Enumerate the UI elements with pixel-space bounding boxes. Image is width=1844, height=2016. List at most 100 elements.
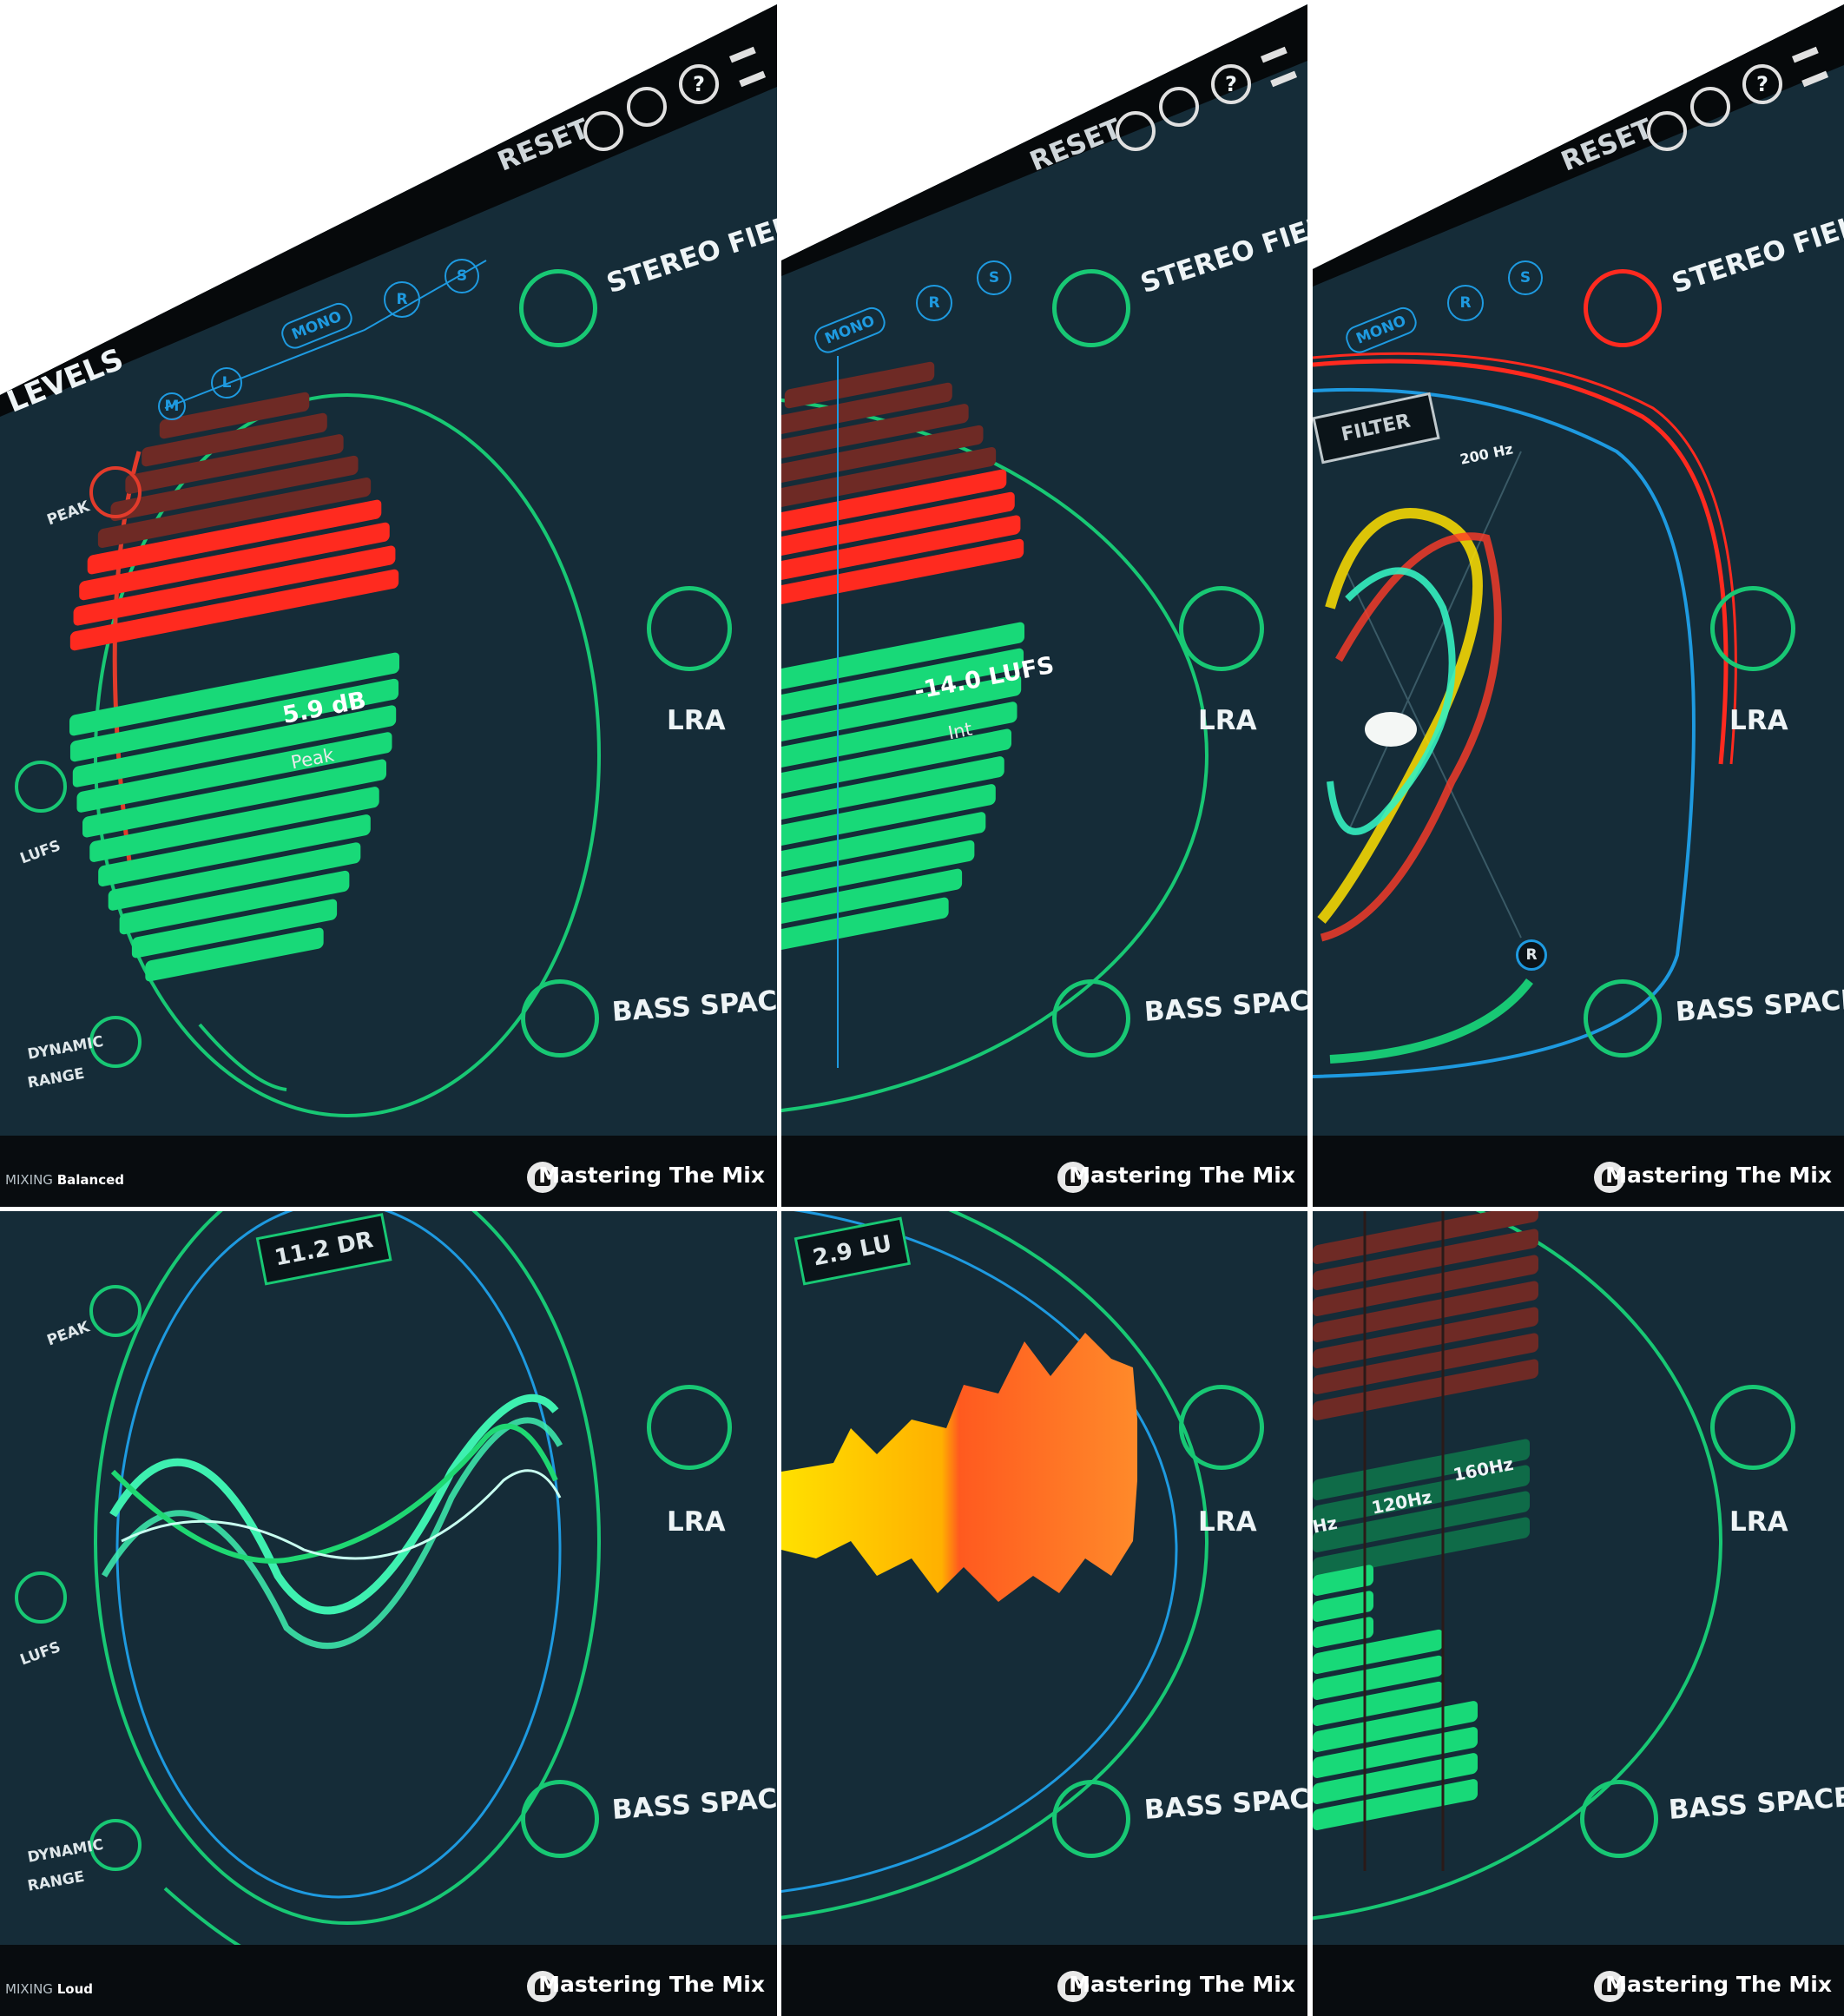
bass-space-icon[interactable] <box>521 1780 599 1858</box>
lra-label[interactable]: LRA <box>1198 705 1257 736</box>
lra-icon[interactable] <box>1179 1385 1264 1470</box>
lra-icon[interactable] <box>1179 586 1264 671</box>
lra-icon[interactable] <box>1710 586 1795 671</box>
mode-selector[interactable]: MIXING Balanced <box>5 1172 124 1188</box>
info-icon[interactable] <box>1690 87 1730 127</box>
channel-m-button[interactable]: M <box>158 392 186 420</box>
peak-icon[interactable] <box>89 466 142 518</box>
gear-icon[interactable] <box>583 111 623 151</box>
mode-selector[interactable]: MIXING Loud <box>5 1981 93 1997</box>
panel-peak: LEVELS RESET ? M L MONO R S PEAK LUFS DY… <box>0 0 777 1207</box>
bass-bar <box>1313 1465 1530 1526</box>
info-icon[interactable] <box>627 87 667 127</box>
meter-bar <box>781 404 969 464</box>
bass-bar <box>1313 1255 1538 1316</box>
help-button[interactable]: ? <box>679 64 719 104</box>
channel-r-button[interactable]: R <box>384 281 420 318</box>
meter-bar <box>781 425 984 491</box>
meter-bar <box>781 756 1004 832</box>
meter-bar <box>781 812 986 880</box>
meter-bar <box>781 469 1007 544</box>
meter-bar <box>781 515 1021 596</box>
lra-label[interactable]: LRA <box>667 705 726 736</box>
bass-bar <box>1313 1439 1530 1500</box>
panel-stereo: RESET ? MONO R S STEREO FIELD FILTER 200… <box>1313 0 1844 1207</box>
bass-bar <box>1313 1753 1478 1804</box>
footer: MIXING Loud Mastering The Mix <box>0 1945 777 2016</box>
meter-bar <box>781 675 1022 757</box>
lra-label[interactable]: LRA <box>1198 1506 1257 1538</box>
channel-s-button[interactable]: S <box>977 260 1011 295</box>
brand-name: Mastering The Mix <box>1069 1972 1295 1997</box>
help-button[interactable]: ? <box>1742 64 1782 104</box>
meter-bar <box>781 447 997 517</box>
brand-logo-icon <box>527 1162 558 1193</box>
panel-lufs: RESET ? MONO R S STEREO FIELD LRA BASS S… <box>781 0 1307 1207</box>
bass-bar <box>1313 1629 1443 1674</box>
lra-icon[interactable] <box>1710 1385 1795 1470</box>
lra-label[interactable]: LRA <box>667 1506 726 1538</box>
brand-name: Mastering The Mix <box>538 1163 765 1188</box>
brand-name: Mastering The Mix <box>1605 1163 1832 1188</box>
meter-bar <box>781 784 996 856</box>
panel-peak-graphics <box>0 0 777 1117</box>
meter-bar <box>781 538 1024 621</box>
info-icon[interactable] <box>1159 87 1199 127</box>
gear-icon[interactable] <box>1647 111 1687 151</box>
panel-stereo-graphics <box>1313 0 1844 1078</box>
stereo-field-icon[interactable] <box>519 269 597 347</box>
bass-space-icon[interactable] <box>521 979 599 1057</box>
meter-bar <box>110 455 359 522</box>
channel-s-button[interactable]: S <box>445 259 479 293</box>
bass-bar <box>1313 1591 1373 1622</box>
meter-bar <box>69 652 399 736</box>
footer: Mastering The Mix <box>781 1945 1307 2016</box>
lufs-icon[interactable] <box>15 1571 67 1624</box>
channel-s-button[interactable]: S <box>1508 260 1543 295</box>
meter-bar <box>131 899 338 959</box>
panel-lufs-graphics <box>781 0 1307 1112</box>
meter-bar <box>781 491 1015 570</box>
mode-prefix: MIXING <box>5 1172 53 1188</box>
brand-logo-icon <box>1057 1162 1089 1193</box>
lra-label[interactable]: LRA <box>1729 705 1788 736</box>
channel-r-button[interactable]: R <box>1447 285 1484 321</box>
gear-icon[interactable] <box>1116 111 1156 151</box>
lra-icon[interactable] <box>647 586 732 671</box>
brand-logo-icon <box>1057 1971 1089 2002</box>
meter-bar <box>76 732 392 813</box>
bass-bar <box>1313 1681 1443 1726</box>
brand-name: Mastering The Mix <box>1069 1163 1295 1188</box>
stereo-field-icon[interactable] <box>1584 269 1662 347</box>
lufs-icon[interactable] <box>15 761 67 813</box>
dynamic-range-icon[interactable] <box>89 1016 142 1068</box>
bass-bar <box>1313 1491 1530 1552</box>
bass-bar <box>1313 1517 1530 1578</box>
help-button[interactable]: ? <box>1211 64 1251 104</box>
lra-icon[interactable] <box>647 1385 732 1470</box>
meter-bar <box>159 392 310 439</box>
bass-space-icon[interactable] <box>1052 979 1130 1057</box>
footer: Mastering The Mix <box>1313 1136 1844 1207</box>
lra-label[interactable]: LRA <box>1729 1506 1788 1538</box>
footer: Mastering The Mix <box>1313 1945 1844 2016</box>
meter-bar <box>781 897 949 952</box>
bass-space-icon[interactable] <box>1580 1780 1658 1858</box>
stereo-field-icon[interactable] <box>1052 269 1130 347</box>
bass-space-icon[interactable] <box>1584 979 1662 1057</box>
bass-bar <box>1313 1565 1373 1596</box>
peak-icon[interactable] <box>89 1285 142 1337</box>
meter-bar <box>82 759 387 838</box>
channel-l-button[interactable]: L <box>211 367 242 399</box>
dynamic-range-icon[interactable] <box>89 1819 142 1871</box>
mode-value: Loud <box>56 1981 93 1997</box>
bass-bar <box>1313 1655 1443 1700</box>
brand-name: Mastering The Mix <box>538 1972 765 1997</box>
meter-bar <box>108 842 361 911</box>
footer: MIXING Balanced Mastering The Mix <box>0 1136 777 1207</box>
bass-space-icon[interactable] <box>1052 1780 1130 1858</box>
bass-bar <box>1313 1779 1478 1830</box>
r-marker: R <box>1516 939 1547 971</box>
channel-r-button[interactable]: R <box>916 285 952 321</box>
meter-bar <box>781 702 1017 782</box>
